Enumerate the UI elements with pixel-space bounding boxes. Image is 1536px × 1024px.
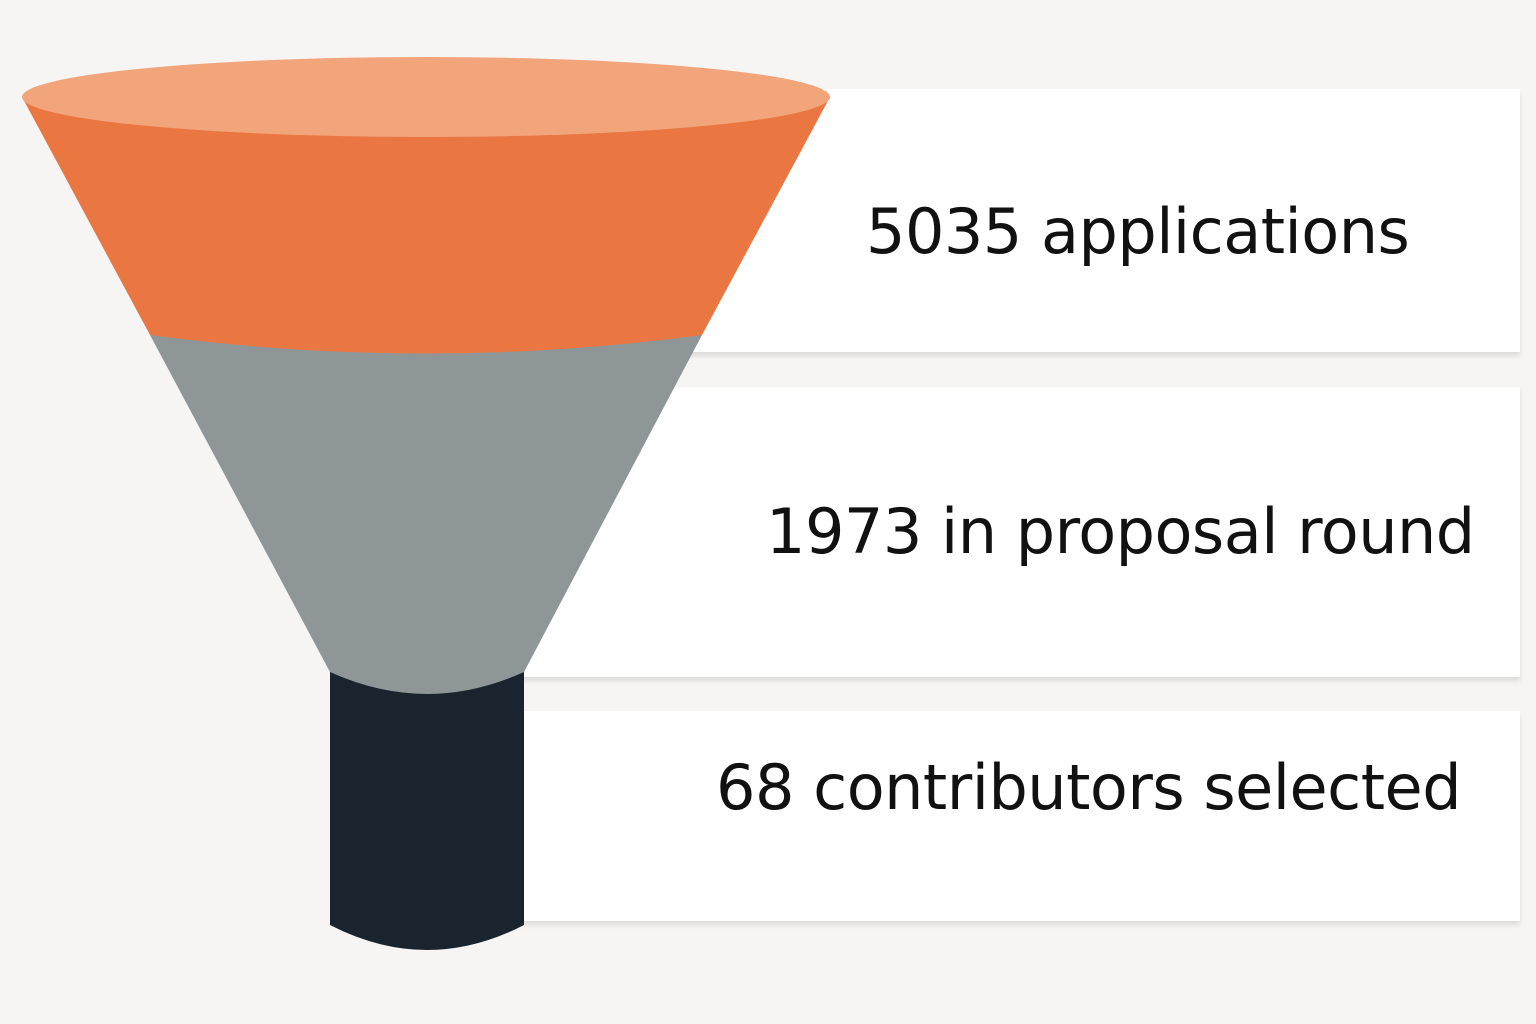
funnel-segment-proposal-round — [150, 335, 702, 694]
stage-card-contributors-selected: 68 contributors selected — [420, 711, 1520, 921]
stage-label-proposal-round: 1973 in proposal round — [766, 495, 1475, 568]
stage-label-contributors-selected: 68 contributors selected — [716, 751, 1462, 824]
funnel-top-rim — [22, 57, 830, 137]
funnel-segment-applications — [22, 97, 830, 354]
funnel-segment-contributors-selected — [330, 672, 524, 950]
stage-card-proposal-round: 1973 in proposal round — [520, 387, 1520, 677]
stage-label-applications: 5035 applications — [866, 195, 1410, 268]
